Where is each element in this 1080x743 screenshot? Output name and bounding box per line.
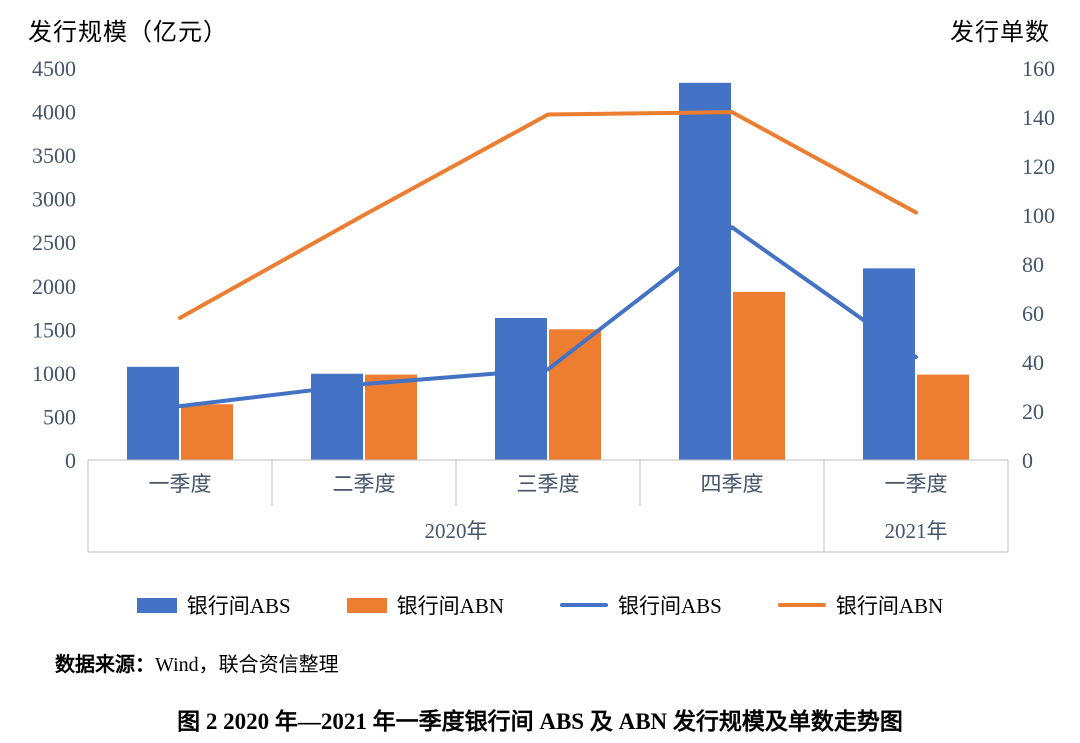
year-label: 2020年 xyxy=(425,519,488,543)
left-axis-tick-label: 3500 xyxy=(32,143,76,168)
line-abs xyxy=(178,225,918,409)
left-axis-tick-label: 4500 xyxy=(32,56,76,81)
year-label: 2021年 xyxy=(885,519,948,543)
bar-abs xyxy=(127,366,179,460)
chart-legend: 银行间ABS 银行间ABN 银行间ABS 银行间ABN xyxy=(0,590,1080,620)
legend-item: 银行间ABS xyxy=(560,590,722,620)
x-category-label: 一季度 xyxy=(149,472,212,496)
left-axis-tick-label: 4000 xyxy=(32,100,76,125)
legend-bar-swatch xyxy=(346,597,387,613)
left-axis-tick-label: 1500 xyxy=(32,317,76,342)
bar-abs xyxy=(495,318,547,460)
data-source-line: 数据来源：Wind，联合资信整理 xyxy=(55,648,339,677)
legend-label: 银行间ABN xyxy=(835,594,944,618)
right-axis-tick-label: 20 xyxy=(1022,399,1044,424)
right-axis-title: 发行单数 xyxy=(950,20,1050,46)
bar-abs xyxy=(679,82,731,460)
x-category-label: 四季度 xyxy=(701,472,764,496)
x-category-label: 二季度 xyxy=(333,472,396,496)
bar-abn xyxy=(549,329,601,460)
source-text: Wind，联合资信整理 xyxy=(155,654,339,676)
x-category-label: 三季度 xyxy=(517,472,580,496)
right-axis-tick-label: 140 xyxy=(1022,105,1055,130)
left-axis-tick-label: 0 xyxy=(65,448,76,473)
bar-abn xyxy=(365,374,417,460)
bar-abn xyxy=(917,374,969,460)
left-axis-tick-label: 1000 xyxy=(32,361,76,386)
legend-label: 银行间ABS xyxy=(186,594,291,618)
left-axis-tick-label: 500 xyxy=(43,404,76,429)
left-axis-tick-label: 2000 xyxy=(32,274,76,299)
legend-label: 银行间ABN xyxy=(396,594,504,618)
right-axis-tick-label: 80 xyxy=(1022,252,1044,277)
figure-caption: 图 2 2020 年—2021 年一季度银行间 ABS 及 ABN 发行规模及单… xyxy=(177,709,903,734)
left-axis-tick-label: 3000 xyxy=(32,187,76,212)
legend-item: 银行间ABS xyxy=(136,590,291,620)
legend-line-swatch xyxy=(777,603,826,607)
right-axis-tick-label: 60 xyxy=(1022,301,1044,326)
legend-item: 银行间ABN xyxy=(346,590,504,620)
source-label: 数据来源： xyxy=(55,654,155,676)
legend-bar-swatch xyxy=(136,597,177,613)
right-axis-tick-label: 0 xyxy=(1022,448,1033,473)
legend-label: 银行间ABS xyxy=(618,594,722,618)
left-axis-tick-label: 2500 xyxy=(32,230,76,255)
bar-abn xyxy=(733,291,785,460)
bar-abs xyxy=(863,268,915,460)
right-axis-tick-label: 40 xyxy=(1022,350,1044,375)
line-abn xyxy=(178,110,918,320)
legend-item: 银行间ABN xyxy=(777,590,944,620)
right-axis-tick-label: 120 xyxy=(1022,154,1055,179)
x-category-label: 一季度 xyxy=(885,472,948,496)
left-axis-title: 发行规模（亿元） xyxy=(28,20,228,46)
bar-abn xyxy=(181,404,233,460)
right-axis-tick-label: 160 xyxy=(1022,56,1055,81)
legend-line-swatch xyxy=(560,603,608,607)
right-axis-tick-label: 100 xyxy=(1022,203,1055,228)
combo-chart: 0 500 1000 1500 2000 2500 3000 3500 4000 4500 0 20 4… xyxy=(32,56,1055,553)
